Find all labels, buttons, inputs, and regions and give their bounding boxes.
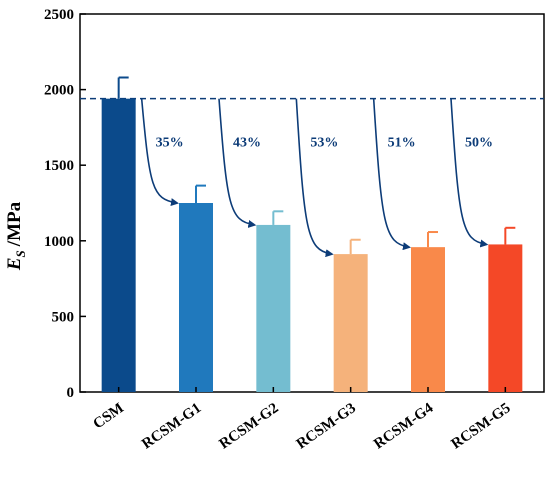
reduction-arrow [295,98,334,258]
reduction-label: 50% [465,136,493,151]
y-tick-label: 1000 [44,234,74,250]
bar-rcsm-g2 [256,224,291,392]
y-tick-label: 1500 [44,158,74,174]
x-tick-label: RCSM-G4 [371,400,437,453]
x-tick-label: RCSM-G3 [294,400,359,452]
y-tick-label: 2500 [44,7,74,23]
bar-rcsm-g3 [333,254,368,392]
x-tick-label: RCSM-G2 [216,400,281,452]
reduction-label: 53% [310,136,338,151]
reduction-label: 43% [233,136,261,151]
reduction-arrow [450,98,489,248]
bar-rcsm-g5 [488,244,523,392]
reduction-arrow [140,98,179,206]
y-axis-label-subscript: S [13,250,28,257]
x-tick-label: RCSM-G1 [139,400,204,452]
bar-rcsm-g4 [411,247,445,392]
x-tick-label: RCSM-G5 [448,400,513,452]
reduction-arrow [218,98,257,228]
y-tick-label: 0 [67,385,75,401]
x-tick-label: CSM [90,400,126,432]
y-axis-label-symbol: E [4,257,25,271]
bar-rcsm-g1 [179,203,213,392]
y-axis-label-unit: /MPa [4,201,25,247]
plot-frame [79,13,545,393]
y-tick-label: 500 [52,309,75,325]
y-axis-label: ES/MPa [4,201,28,271]
reduction-label: 35% [156,136,184,151]
reduction-label: 51% [388,136,416,151]
bar-csm [101,98,136,392]
y-tick-label: 2000 [44,83,74,99]
reduction-arrow [372,98,411,251]
